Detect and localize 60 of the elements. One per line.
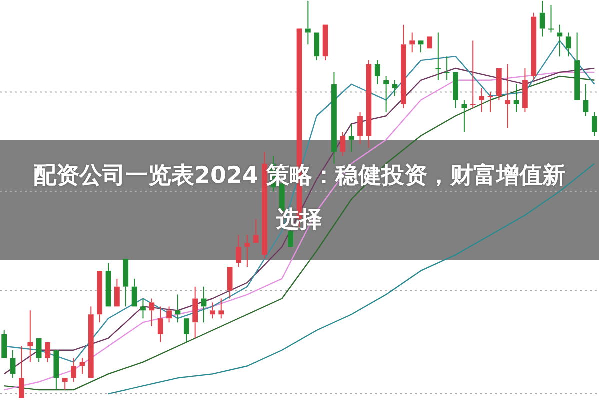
candlestick [566, 32, 572, 58]
candlestick [479, 88, 484, 113]
candlestick [410, 32, 416, 54]
candlestick [444, 56, 450, 81]
candlestick [227, 266, 233, 300]
candlestick [496, 68, 502, 101]
candlestick [218, 298, 224, 320]
candlestick [262, 151, 268, 260]
candlestick [392, 80, 398, 97]
candlestick [592, 112, 598, 136]
candlestick [574, 32, 580, 100]
candlestick [540, 0, 546, 38]
candlestick [149, 298, 155, 328]
candlestick [106, 262, 112, 307]
candlestick [322, 24, 328, 62]
candlestick [166, 306, 172, 324]
candlestick [210, 302, 216, 320]
candlestick [374, 60, 380, 85]
candlestick [531, 12, 537, 81]
candlestick [184, 318, 190, 343]
candlestick [358, 112, 363, 144]
candlestick [548, 4, 554, 34]
candlestick [236, 234, 242, 268]
candlestick [400, 24, 406, 109]
candlestick [10, 350, 16, 379]
candlestick [340, 132, 346, 156]
candlestick [305, 0, 311, 46]
candlestick [192, 286, 198, 339]
candlestick [132, 278, 138, 307]
candlestick [88, 306, 94, 378]
candlestick [244, 234, 250, 268]
candlestick [436, 32, 442, 81]
candlestick [348, 124, 354, 152]
candlestick [123, 259, 129, 308]
candlestick [557, 24, 563, 58]
candlestick [366, 60, 372, 148]
candlestick [384, 76, 390, 113]
candlestick [253, 218, 259, 244]
candlestick [114, 278, 120, 307]
candlestick [505, 64, 511, 129]
candlestick [19, 346, 24, 398]
candlestick [28, 310, 34, 363]
candlestick [62, 378, 68, 391]
candlestick [522, 68, 528, 113]
candlestick [2, 330, 8, 358]
candlestick [45, 342, 50, 363]
candlestick [140, 298, 146, 320]
candlestick [71, 358, 76, 383]
candlestick [332, 72, 337, 164]
candlestick [314, 32, 320, 62]
candlestick [470, 40, 476, 109]
candlestick [488, 92, 494, 113]
candlestick [453, 72, 458, 109]
candlestick [158, 306, 164, 343]
candlestick [583, 84, 589, 117]
candlestick [462, 100, 468, 133]
candlestick [97, 270, 103, 324]
candlestick [418, 40, 424, 54]
candlestick [36, 338, 42, 363]
candlestick [175, 294, 181, 324]
